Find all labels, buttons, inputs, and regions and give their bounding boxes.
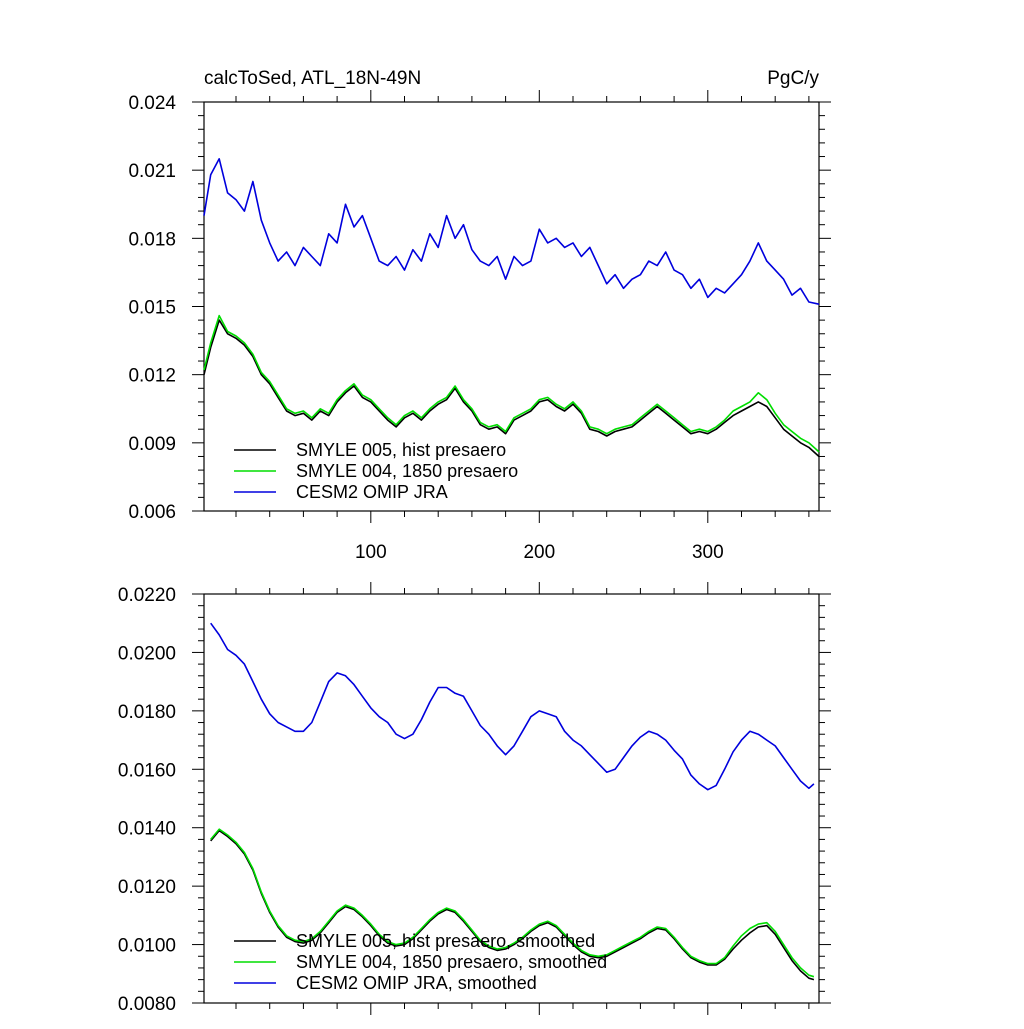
legend-label: SMYLE 004, 1850 presaero <box>296 461 518 481</box>
y-tick-label: 0.0080 <box>118 994 176 1015</box>
x-tick-label: 100 <box>355 542 387 563</box>
chart-units: PgC/y <box>767 68 819 89</box>
series-line-0 <box>210 829 815 981</box>
legend-label: CESM2 OMIP JRA <box>296 482 448 502</box>
y-tick-label: 0.0120 <box>118 877 176 898</box>
y-tick-label: 0.012 <box>128 366 176 387</box>
legend-label: CESM2 OMIP JRA, smoothed <box>296 973 537 993</box>
y-tick-label: 0.0200 <box>118 643 176 664</box>
y-tick-label: 0.0180 <box>118 702 176 723</box>
y-tick-label: 0.024 <box>128 93 176 114</box>
series-line-2 <box>203 158 820 305</box>
legend-label: SMYLE 005, hist presaero <box>296 440 506 460</box>
y-tick-label: 0.0220 <box>118 585 176 606</box>
y-tick-label: 0.006 <box>128 502 176 523</box>
legend-label: SMYLE 004, 1850 presaero, smoothed <box>296 952 607 972</box>
y-tick-label: 0.0160 <box>118 760 176 781</box>
y-tick-label: 0.0140 <box>118 819 176 840</box>
x-tick-label: 200 <box>523 542 555 563</box>
plot-frame <box>203 593 820 1004</box>
y-tick-label: 0.018 <box>128 229 176 250</box>
y-tick-label: 0.009 <box>128 434 176 455</box>
y-tick-label: 0.021 <box>128 161 176 182</box>
y-tick-label: 0.015 <box>128 298 176 319</box>
chart-title: calcToSed, ATL_18N-49N <box>204 68 421 89</box>
series-line-2 <box>210 622 815 791</box>
series-line-1 <box>210 828 815 978</box>
series-line-0 <box>203 319 820 458</box>
x-tick-label: 300 <box>692 542 724 563</box>
legend-label: SMYLE 005, hist presaero, smoothed <box>296 931 595 951</box>
y-tick-label: 0.0100 <box>118 936 176 957</box>
series-line-1 <box>203 314 820 453</box>
